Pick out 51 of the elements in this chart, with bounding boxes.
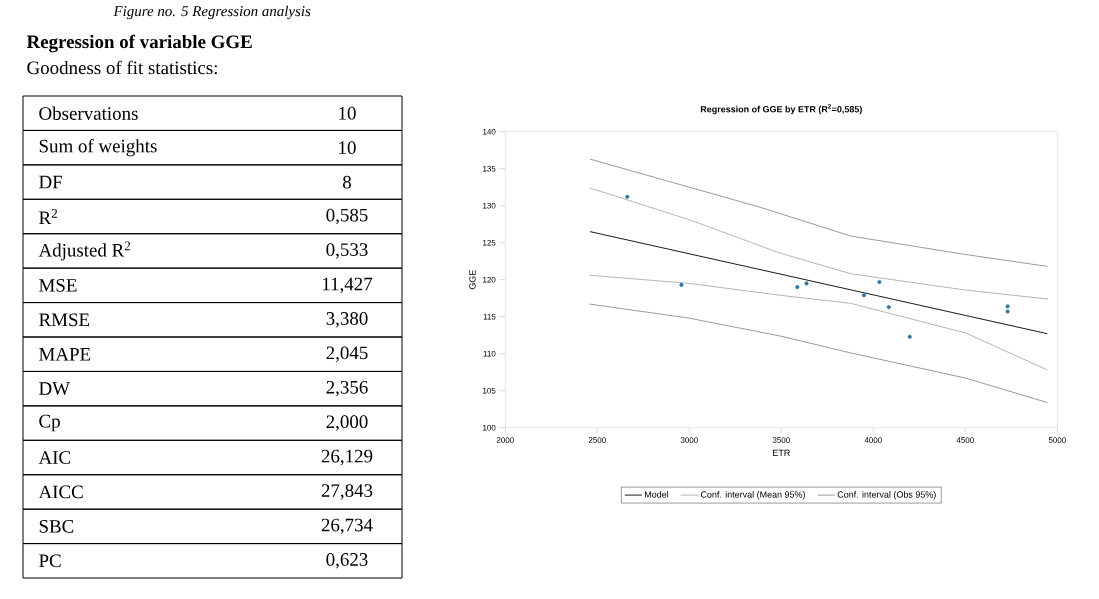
- category-label: Cp: [39, 414, 60, 432]
- category-label: DW: [39, 382, 71, 395]
- text: 0,533: [326, 243, 368, 259]
- category-label: R$^{2}$: [39, 209, 58, 225]
- legend-label: Conf. interval (Mean 95%): [700, 491, 805, 500]
- point: [804, 281, 809, 286]
- point: [886, 305, 891, 310]
- point: [625, 194, 630, 199]
- chart-title: Regression of GGE by ETR (R$^{2}$=0,585): [700, 104, 862, 115]
- category-label: SBC: [39, 520, 74, 533]
- text: 10: [339, 106, 356, 120]
- text: 2,356: [326, 380, 368, 397]
- point: [861, 293, 866, 298]
- point: [1005, 309, 1010, 314]
- category-label: PC: [39, 554, 61, 568]
- x-axis-title: ETR: [773, 449, 790, 456]
- category-label: Sum of weights: [39, 138, 157, 157]
- text: Regression of variable GGE: [26, 34, 252, 53]
- text: 0,623: [326, 553, 368, 569]
- text: 8: [342, 175, 352, 189]
- y-axis-title: GGE: [469, 270, 476, 290]
- point: [907, 334, 912, 339]
- line-series: [589, 274, 1048, 371]
- text: Goodness of fit statistics:: [27, 60, 217, 75]
- line-series: [589, 303, 1048, 403]
- text: 10: [339, 141, 356, 155]
- category-label: AIC: [38, 451, 71, 464]
- point: [877, 279, 882, 284]
- text: 2,045: [326, 346, 368, 362]
- legend-label: Conf. interval (Obs 95%): [837, 491, 936, 500]
- text: 11,427: [322, 277, 373, 294]
- legend-label: Model: [645, 491, 669, 498]
- text: 26,129: [321, 449, 373, 466]
- text: Figure no. 5 Regression analysis: [113, 5, 311, 20]
- category-label: MSE: [39, 279, 77, 292]
- point: [679, 282, 684, 287]
- text: 3,380: [326, 312, 368, 328]
- point: [1005, 304, 1010, 309]
- point: [795, 285, 800, 290]
- category-label: AICC: [38, 485, 83, 499]
- category-label: Adjusted R$^{2}$: [38, 241, 131, 261]
- text: 27,843: [321, 484, 373, 500]
- text: 0,585: [326, 208, 368, 225]
- category-label: RMSE: [39, 313, 90, 327]
- text: 2,000: [326, 415, 368, 431]
- category-label: MAPE: [39, 347, 91, 361]
- category-label: DF: [39, 175, 63, 189]
- line-series: [589, 158, 1048, 267]
- category-label: Observations: [39, 106, 138, 120]
- text: 26,734: [321, 518, 373, 535]
- line-series: [589, 187, 1048, 300]
